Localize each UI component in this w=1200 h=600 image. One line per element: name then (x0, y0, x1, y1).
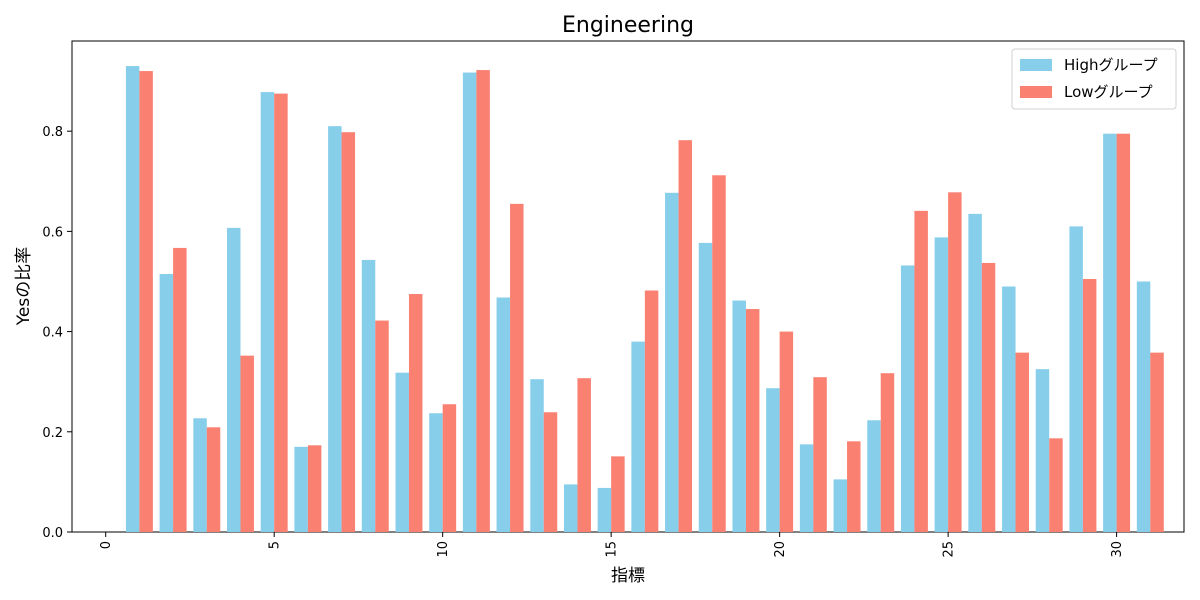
x-tick-label: 30 (1110, 541, 1125, 558)
bar-low-23 (880, 373, 895, 532)
legend: Highグループ Lowグループ (1011, 48, 1177, 110)
bar-high-30 (1103, 133, 1117, 532)
y-tick-label: 0.8 (42, 125, 63, 140)
bar-high-13 (530, 379, 544, 532)
bar-high-19 (732, 300, 746, 532)
bar-low-17 (678, 140, 693, 532)
bar-low-1 (139, 71, 153, 532)
bar-high-15 (597, 487, 612, 532)
bar-low-12 (510, 203, 524, 532)
bar-low-26 (981, 262, 996, 532)
x-axis-ticks: 0 5 10 15 20 25 30 (99, 532, 1125, 558)
bar-low-25 (948, 192, 962, 532)
bar-low-27 (1015, 352, 1029, 532)
bar-high-22 (833, 479, 848, 532)
legend-label-high: Highグループ (1064, 56, 1158, 74)
bar-low-6 (307, 445, 322, 532)
bar-low-24 (914, 210, 928, 532)
bar-low-30 (1116, 133, 1131, 532)
y-tick-label: 0.6 (42, 225, 63, 240)
bar-high-2 (159, 273, 174, 532)
bar-low-4 (240, 355, 254, 532)
bar-high-24 (900, 265, 915, 532)
bar-high-28 (1035, 369, 1050, 532)
x-axis-label: 指標 (611, 566, 645, 586)
bar-high-4 (227, 227, 241, 532)
legend-label-low: Lowグループ (1064, 83, 1153, 101)
bar-high-26 (968, 213, 982, 532)
bar-low-31 (1150, 352, 1164, 532)
bar-high-31 (1136, 281, 1151, 532)
bar-low-28 (1049, 438, 1063, 532)
bar-low-20 (779, 331, 794, 532)
x-tick-label: 15 (605, 541, 620, 558)
bar-low-8 (375, 320, 389, 532)
bar-high-23 (867, 420, 881, 532)
plot-frame (71, 40, 1185, 533)
bar-low-9 (408, 294, 423, 532)
bar-low-16 (644, 290, 659, 532)
bar-low-15 (611, 456, 625, 532)
bar-low-11 (476, 70, 490, 532)
bar-high-17 (665, 192, 679, 532)
y-tick-label: 0.2 (42, 426, 63, 441)
bar-low-5 (274, 93, 288, 533)
bar-high-9 (395, 372, 409, 532)
x-tick-label: 0 (99, 541, 114, 549)
bar-high-10 (429, 413, 443, 532)
bar-high-7 (328, 126, 342, 533)
bar-high-25 (934, 237, 949, 532)
bar-high-21 (799, 444, 814, 532)
bar-high-11 (462, 72, 477, 532)
legend-swatch-high (1020, 59, 1052, 71)
y-tick-label: 0.0 (42, 526, 63, 541)
bar-low-13 (543, 412, 558, 532)
bar-high-29 (1069, 226, 1083, 532)
plot-area: 0.0 0.2 0.4 0.6 0.8 0 5 10 15 20 25 30 (42, 40, 1185, 558)
bar-low-2 (173, 247, 187, 533)
bar-high-20 (766, 388, 780, 532)
bar-high-27 (1002, 286, 1016, 532)
bar-high-18 (698, 242, 713, 532)
bars-group (125, 66, 1164, 533)
bar-high-6 (294, 446, 308, 532)
x-tick-label: 20 (773, 541, 788, 558)
x-tick-label: 25 (942, 541, 957, 558)
bar-low-7 (341, 132, 356, 532)
bar-high-12 (496, 297, 511, 532)
y-axis-label: Yesの比率 (14, 247, 34, 326)
bar-high-16 (631, 341, 645, 532)
bar-high-1 (125, 66, 140, 533)
bar-high-8 (361, 259, 376, 532)
bar-low-22 (847, 441, 861, 532)
bar-low-10 (442, 404, 457, 532)
y-axis-ticks: 0.0 0.2 0.4 0.6 0.8 (42, 125, 72, 541)
bar-high-5 (260, 92, 275, 532)
bar-low-19 (745, 309, 760, 532)
bar-low-3 (206, 427, 221, 532)
bar-high-14 (563, 484, 578, 532)
bar-low-14 (577, 378, 591, 532)
bar-low-29 (1082, 278, 1097, 532)
y-tick-label: 0.4 (42, 326, 63, 341)
chart-title: Engineering (562, 13, 694, 38)
bar-low-21 (813, 377, 827, 532)
bar-high-3 (193, 418, 207, 532)
x-tick-label: 10 (436, 541, 451, 558)
bar-low-18 (712, 175, 726, 532)
x-tick-label: 5 (268, 541, 283, 549)
legend-box (1011, 48, 1177, 110)
legend-swatch-low (1020, 86, 1052, 98)
